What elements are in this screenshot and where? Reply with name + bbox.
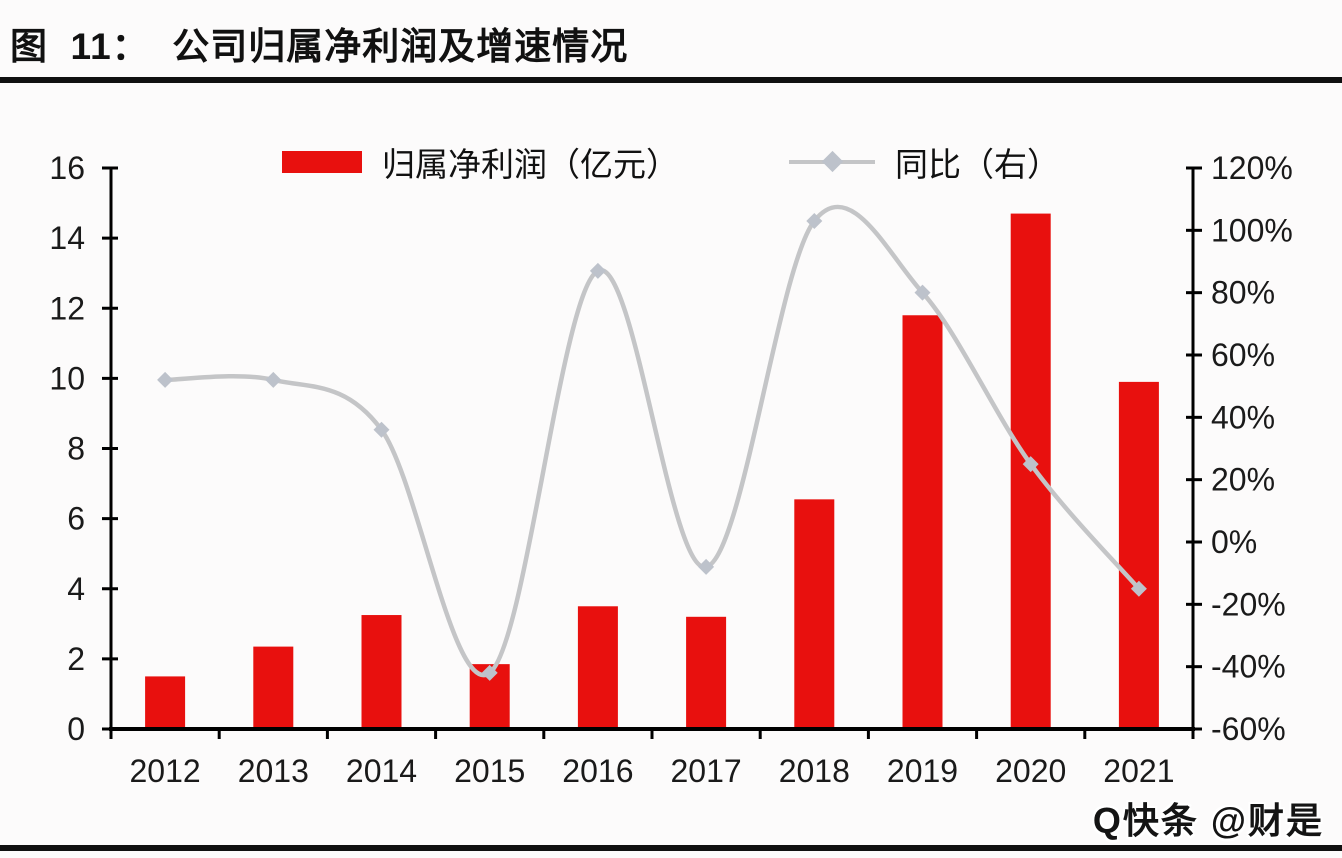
figure-title: 图 11： 公司归属净利润及增速情况 — [10, 26, 629, 67]
x-label-2020: 2020 — [995, 753, 1066, 789]
x-label-2012: 2012 — [130, 753, 201, 789]
marker-2017 — [698, 558, 715, 575]
x-label-2015: 2015 — [454, 753, 525, 789]
legend-item-yoy: 同比（右） — [789, 138, 1060, 186]
bar-2013 — [253, 646, 294, 729]
legend: 归属净利润（亿元） 同比（右） — [0, 138, 1342, 186]
y-right-tick-label-60: 60% — [1211, 337, 1275, 373]
legend-bar-label: 归属净利润（亿元） — [382, 146, 679, 183]
y-left-tick-label-6: 6 — [67, 501, 85, 537]
marker-2015 — [481, 664, 498, 681]
legend-line-swatch — [789, 150, 875, 173]
y-right-tick-label-40: 40% — [1211, 399, 1275, 435]
legend-item-net-profit: 归属净利润（亿元） — [282, 138, 679, 186]
bar-2021 — [1118, 381, 1159, 729]
marker-2013 — [265, 371, 282, 388]
marker-2016 — [589, 262, 606, 279]
y-left-tick-label-0: 0 — [67, 711, 85, 747]
y-right-tick-label-0: 0% — [1211, 524, 1257, 560]
x-label-2014: 2014 — [346, 753, 417, 789]
bar-2016 — [577, 606, 618, 729]
y-left-tick-label-12: 12 — [49, 290, 85, 326]
bottom-rule — [0, 845, 1342, 851]
y-left-tick-label-10: 10 — [49, 360, 85, 396]
x-label-2019: 2019 — [887, 753, 958, 789]
marker-2019 — [914, 284, 931, 301]
marker-2012 — [157, 371, 174, 388]
legend-bar-swatch — [282, 151, 362, 173]
y-left-tick-label-4: 4 — [67, 571, 85, 607]
title-underline — [0, 77, 1342, 83]
growth-line — [162, 204, 1142, 678]
y-right-tick-label-120: 120% — [1211, 150, 1293, 186]
bar-2017 — [686, 616, 727, 729]
marker-2014 — [373, 421, 390, 438]
y-right-tick-label--20: -20% — [1211, 586, 1286, 622]
y-right-tick-label-80: 80% — [1211, 275, 1275, 311]
x-label-2018: 2018 — [779, 753, 850, 789]
bar-2014 — [361, 615, 402, 729]
bar-2012 — [145, 676, 186, 729]
y-left-tick-label-2: 2 — [67, 641, 85, 677]
marker-2021 — [1130, 580, 1147, 597]
bar-2019 — [902, 315, 943, 729]
marker-2018 — [806, 212, 823, 229]
y-left-tick-label-16: 16 — [49, 150, 85, 186]
x-label-2013: 2013 — [238, 753, 309, 789]
y-right-tick-label-20: 20% — [1211, 462, 1275, 498]
x-label-2016: 2016 — [562, 753, 633, 789]
x-label-2021: 2021 — [1103, 753, 1174, 789]
y-right-tick-label-100: 100% — [1211, 212, 1293, 248]
y-right-tick-label--60: -60% — [1211, 711, 1286, 747]
y-right-tick-label--40: -40% — [1211, 649, 1286, 685]
marker-2020 — [1022, 456, 1039, 473]
legend-line-label: 同比（右） — [895, 146, 1060, 183]
y-left-tick-label-8: 8 — [67, 431, 85, 467]
bar-2018 — [794, 499, 835, 729]
watermark: Q快条 @财是 — [1092, 800, 1324, 841]
x-label-2017: 2017 — [671, 753, 742, 789]
y-left-tick-label-14: 14 — [49, 220, 85, 256]
